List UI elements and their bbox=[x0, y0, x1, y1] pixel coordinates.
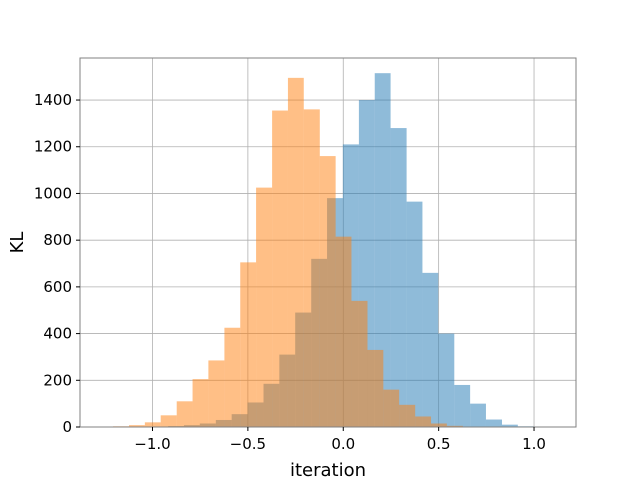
histogram-bar bbox=[390, 128, 407, 427]
x-tick-label: 0.5 bbox=[427, 435, 451, 453]
histogram-bar bbox=[367, 349, 384, 427]
x-tick-label: 0.0 bbox=[331, 435, 355, 453]
y-tick-label: 800 bbox=[43, 231, 72, 249]
histogram-bar bbox=[470, 403, 486, 427]
plot-frame bbox=[79, 57, 577, 428]
y-tick-label: 1000 bbox=[34, 184, 72, 202]
y-tick-label: 600 bbox=[43, 278, 72, 296]
histogram-bar bbox=[160, 415, 177, 427]
histogram-bar bbox=[374, 73, 391, 427]
histogram-bar bbox=[454, 384, 471, 427]
x-tick-label: −1.0 bbox=[134, 435, 170, 453]
histogram-bar bbox=[287, 77, 304, 428]
y-tick-label: 0 bbox=[62, 418, 72, 436]
histogram-bar bbox=[240, 262, 257, 427]
histogram-bar bbox=[256, 187, 273, 427]
histogram-bar bbox=[422, 272, 439, 427]
x-tick-label: 1.0 bbox=[522, 435, 546, 453]
histogram-bar bbox=[351, 300, 368, 427]
bars-layer bbox=[97, 73, 550, 428]
histogram-bar bbox=[208, 360, 225, 427]
y-tick-label: 1400 bbox=[34, 91, 72, 109]
histogram-bar bbox=[406, 201, 423, 427]
histogram-series-1 bbox=[97, 77, 463, 428]
histogram-bar bbox=[319, 156, 336, 427]
y-tick-label: 200 bbox=[43, 371, 72, 389]
y-axis-label: KL bbox=[7, 232, 28, 254]
histogram-bar bbox=[176, 401, 193, 427]
histogram-bar bbox=[431, 423, 447, 427]
x-axis-label: iteration bbox=[290, 460, 366, 480]
axes-layer: −1.0 −0.5 0.0 0.5 1.0 0 200 400 600 800 1000 1200 14… bbox=[34, 57, 577, 453]
histogram-bar bbox=[501, 424, 518, 427]
histogram-bar bbox=[446, 425, 463, 427]
histogram-bar bbox=[335, 236, 352, 427]
histogram-bar bbox=[383, 389, 400, 427]
histogram-bar bbox=[272, 110, 288, 427]
histogram-bar bbox=[224, 327, 241, 427]
histogram-bar bbox=[129, 425, 145, 427]
histogram-bar bbox=[303, 109, 320, 427]
y-tick-label: 400 bbox=[43, 325, 72, 343]
histogram-bar bbox=[399, 404, 416, 427]
histogram-bar bbox=[144, 422, 161, 427]
y-tick-label: 1200 bbox=[34, 138, 72, 156]
histogram-bar bbox=[438, 333, 455, 427]
histogram-bar bbox=[192, 379, 209, 427]
x-tick-label: −0.5 bbox=[230, 435, 266, 453]
histogram-bar bbox=[485, 419, 502, 427]
histogram-bar bbox=[415, 416, 432, 427]
